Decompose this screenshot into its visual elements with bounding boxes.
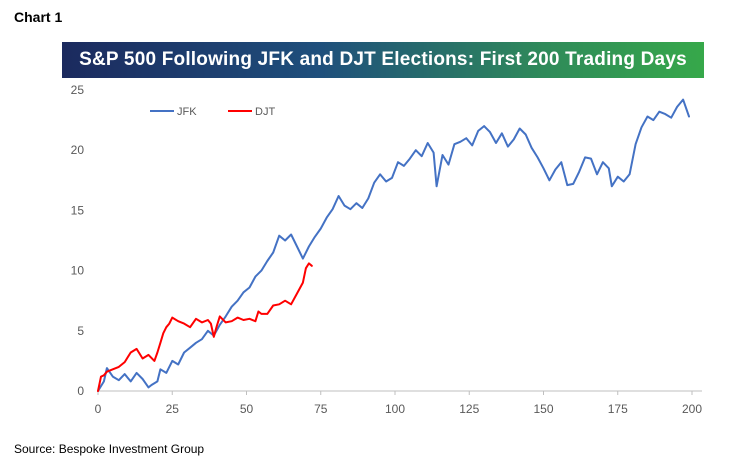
y-tick-label: 15 [71,203,85,217]
legend: JFK DJT [150,106,275,118]
x-tick-label: 50 [240,402,254,416]
x-tick-label: 25 [166,402,180,416]
series-line-djt [97,262,313,392]
x-tick-label: 200 [682,402,702,416]
y-tick-label: 10 [71,264,85,278]
x-tick-label: 0 [95,402,102,416]
legend-label-djt: DJT [255,106,275,118]
tick-labels: 0 25 50 75 100 125 150 175 200 0 5 10 15 20 25 [71,83,703,416]
y-tick-label: 25 [71,83,85,97]
legend-label-jfk: JFK [177,106,197,118]
title-banner: S&P 500 Following JFK and DJT Elections:… [62,42,704,78]
x-tick-label: 150 [533,402,553,416]
x-tick-label: 100 [385,402,405,416]
axes [97,390,702,395]
chart-title: S&P 500 Following JFK and DJT Elections:… [79,49,687,70]
x-tick-label: 75 [314,402,328,416]
chart-label: Chart 1 [14,9,63,25]
series-lines [97,98,690,392]
y-tick-label: 20 [71,143,85,157]
x-tick-label: 175 [608,402,628,416]
y-tick-label: 0 [77,384,84,398]
series-line-jfk [97,98,690,392]
y-tick-label: 5 [77,324,84,338]
source-note: Source: Bespoke Investment Group [14,442,205,456]
x-tick-label: 125 [459,402,479,416]
